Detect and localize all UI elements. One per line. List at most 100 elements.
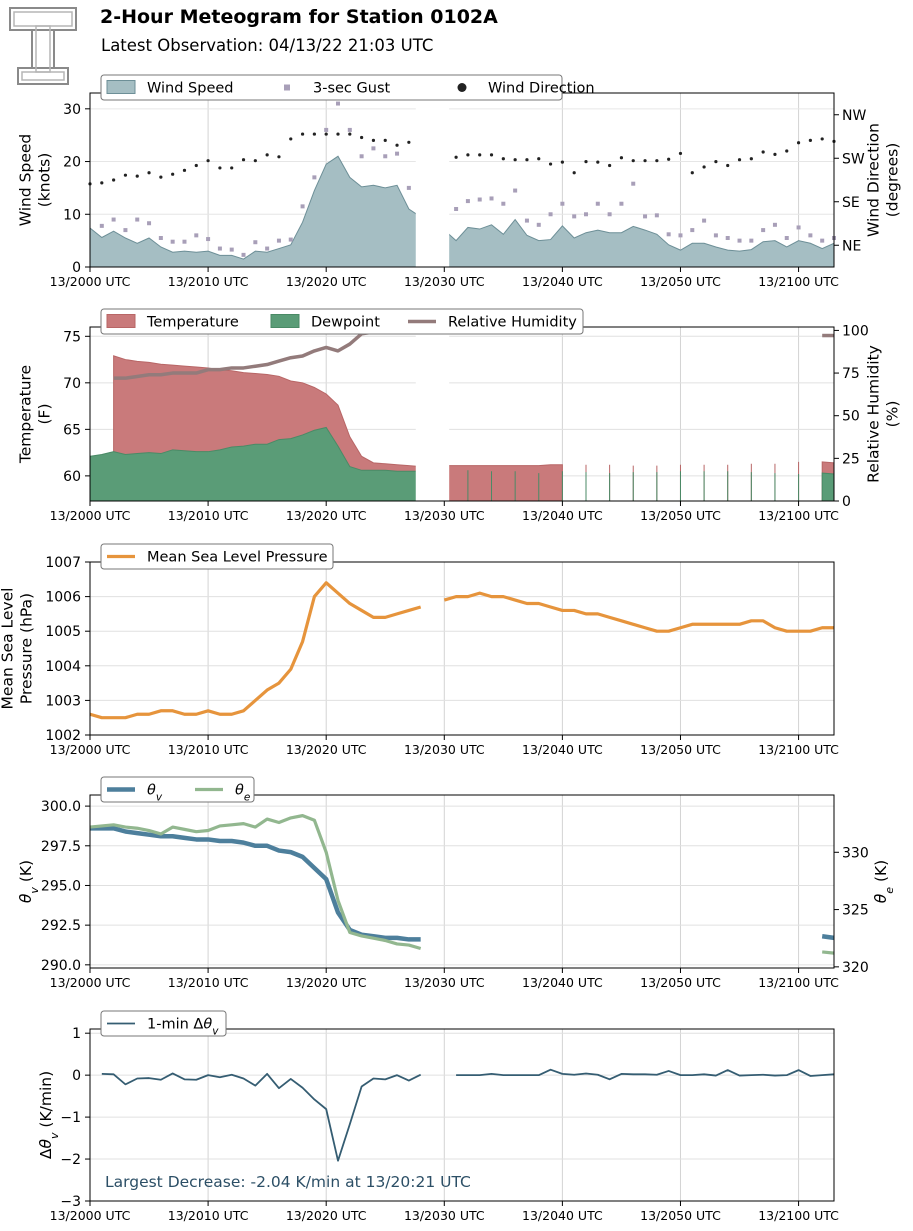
gust-point	[607, 212, 612, 217]
gust-point	[241, 252, 246, 257]
gust-point	[465, 199, 470, 204]
gust-point	[395, 151, 400, 156]
gust-point	[501, 201, 506, 206]
direction-point	[182, 168, 187, 172]
y2-tick-label: NE	[842, 238, 861, 254]
direction-point	[230, 166, 234, 170]
gust-point	[217, 246, 222, 251]
y-axis-label: (F)	[36, 403, 54, 424]
series-dewpoint-area	[89, 426, 422, 502]
x-tick-label: 13/2000 UTC	[50, 1208, 131, 1223]
gust-point	[111, 217, 116, 222]
gust-point	[406, 185, 411, 190]
x-tick-label: 13/2040 UTC	[522, 508, 603, 523]
gust-point	[147, 221, 152, 226]
gust-point	[276, 238, 281, 243]
legend-swatch	[284, 84, 290, 91]
largest-decrease-annotation: Largest Decrease: -2.04 K/min at 13/20:2…	[105, 1173, 471, 1191]
legend-swatch	[457, 83, 467, 92]
x-tick-label: 13/2020 UTC	[286, 975, 367, 990]
gust-point	[584, 212, 588, 217]
y-tick-label: 1006	[45, 590, 81, 606]
gust-point	[135, 217, 140, 222]
x-tick-label: 13/2000 UTC	[50, 274, 131, 289]
direction-point	[596, 160, 600, 164]
gust-point	[347, 127, 352, 132]
gust-point	[678, 233, 683, 238]
direction-point	[714, 160, 718, 164]
direction-point	[737, 158, 742, 162]
y-axis-label: Δθv (K/min)	[37, 1071, 61, 1159]
data-gap	[415, 328, 450, 501]
y-tick-label: 297.5	[41, 839, 81, 855]
direction-point	[690, 171, 694, 175]
legend-label: Dewpoint	[311, 315, 380, 331]
legend-label: 1-min Δθv	[147, 1017, 219, 1038]
gust-point	[324, 127, 329, 132]
direction-point	[513, 158, 517, 162]
gust-point	[796, 225, 801, 230]
y2-tick-label: 100	[842, 323, 869, 339]
x-tick-label: 13/2040 UTC	[522, 1208, 603, 1223]
gust-point	[158, 236, 163, 240]
y2-tick-label: 50	[842, 409, 860, 425]
x-tick-label: 13/2010 UTC	[168, 508, 249, 523]
legend-swatch	[106, 80, 136, 94]
direction-point	[147, 171, 151, 175]
direction-point	[395, 143, 399, 147]
x-tick-label: 13/2000 UTC	[50, 508, 131, 523]
panel-pressure: 13/2000 UTC 13/2010 UTC 13/2020 UTC 13/2030…	[0, 543, 839, 757]
gust-point	[560, 201, 565, 206]
gust-point	[548, 212, 553, 217]
y-tick-label: 75	[63, 329, 81, 345]
y2-tick-label: 330	[842, 845, 869, 861]
direction-point	[749, 157, 753, 161]
series-dewpoint-area	[821, 472, 835, 502]
legend-dtheta: 1-min Δθv	[100, 1010, 227, 1038]
y2-axis-label: Wind Direction	[865, 123, 883, 237]
gust-point	[536, 222, 541, 227]
gust-point	[619, 201, 624, 206]
gust-point	[288, 237, 293, 242]
series-θe-line	[822, 950, 835, 955]
gust-point	[725, 236, 730, 240]
legend-thermo: Temperature Dewpoint Relative Humidity	[100, 308, 584, 335]
gust-point	[300, 204, 305, 209]
direction-point	[300, 132, 305, 136]
gust-point	[123, 228, 128, 233]
direction-point	[407, 140, 411, 144]
gust-point	[477, 197, 482, 202]
x-tick-label: 13/2030 UTC	[404, 975, 485, 990]
direction-point	[631, 159, 635, 163]
x-tick-label: 13/2020 UTC	[286, 508, 367, 523]
direction-point	[383, 138, 387, 142]
y-tick-label: 10	[63, 207, 81, 223]
series-wind-speed-area	[443, 218, 835, 268]
direction-point	[324, 132, 328, 136]
y2-axis-label: (degrees)	[884, 143, 902, 218]
direction-point	[112, 178, 116, 182]
direction-point	[454, 155, 458, 159]
direction-point	[584, 160, 588, 164]
x-tick-label: 13/2050 UTC	[640, 1208, 721, 1223]
x-tick-label: 13/2100 UTC	[758, 975, 839, 990]
page-title: 2-Hour Meteogram for Station 0102A	[100, 6, 498, 28]
direction-point	[360, 135, 364, 140]
panel-thermo: 13/2000 UTC 13/2010 UTC 13/2020 UTC 13/2030…	[17, 308, 902, 523]
x-tick-label: 13/2030 UTC	[404, 508, 485, 523]
gust-point	[654, 213, 659, 218]
legend-label: Wind Speed	[147, 81, 234, 97]
direction-point	[312, 132, 316, 136]
legend-label: Relative Humidity	[448, 315, 577, 331]
legend-pressure: Mean Sea Level Pressure	[100, 543, 334, 570]
series-θv-line	[90, 826, 421, 942]
gust-point	[808, 233, 813, 238]
y2-tick-label: 320	[842, 960, 869, 976]
direction-point	[796, 141, 801, 145]
direction-point	[820, 137, 824, 141]
gust-point	[737, 238, 742, 243]
x-tick-label: 13/2030 UTC	[404, 1208, 485, 1223]
y2-tick-label: 75	[842, 366, 860, 382]
legend-box	[100, 543, 334, 570]
gust-point	[702, 218, 707, 223]
